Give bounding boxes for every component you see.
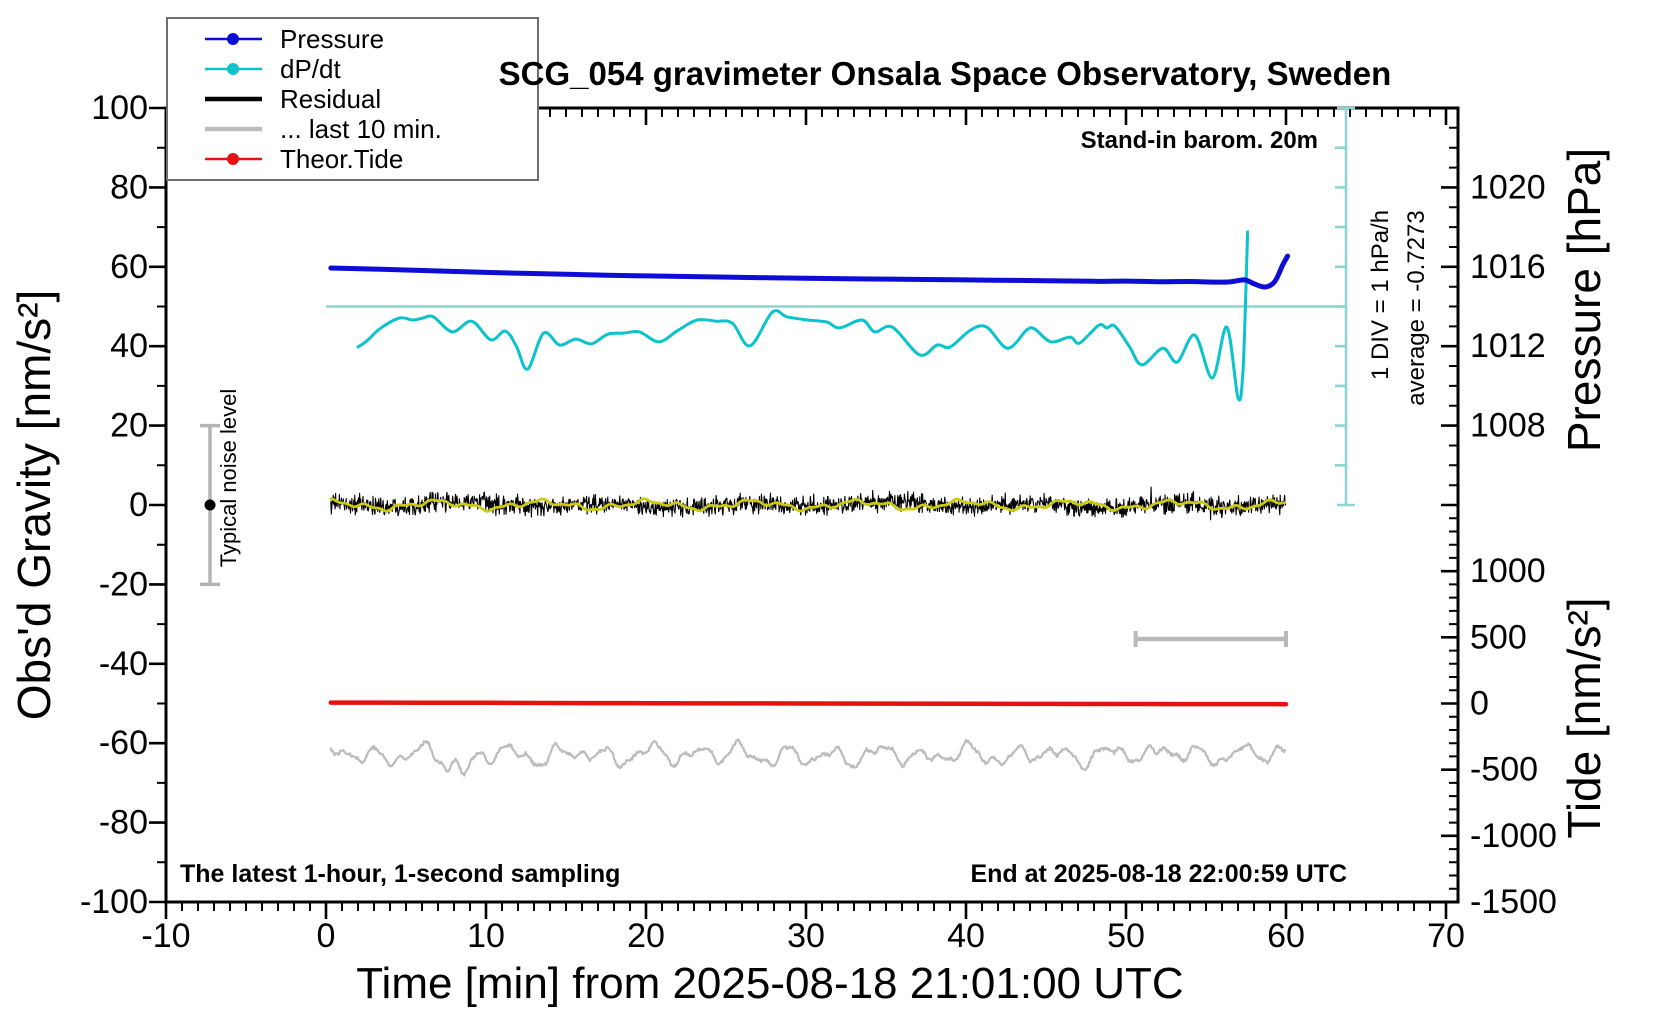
y-left-axis-title: Obs'd Gravity [nm/s²] — [8, 290, 60, 721]
legend-sample-marker-dpdt — [227, 63, 239, 75]
last10min-trace — [329, 738, 1287, 777]
legend-item-residual: Residual — [280, 84, 381, 114]
div-scale-annotation: 1 DIV = 1 hPa/h — [1367, 210, 1394, 380]
x-tick-label: 60 — [1267, 917, 1305, 955]
pressure-tick-label: 1016 — [1470, 248, 1546, 286]
average-annotation: average = -0.7273 — [1403, 210, 1430, 405]
dpdt-scale-bar-ticks — [1335, 106, 1355, 507]
legend-sample-marker-pressure — [227, 33, 239, 45]
y-left-tick-label: -60 — [99, 724, 148, 762]
y-left-tick-label: -100 — [80, 883, 148, 921]
pressure-axis-title: Pressure [hPa] — [1558, 148, 1610, 452]
last10-span-bar-caps — [1133, 631, 1288, 647]
x-tick-label: 20 — [627, 917, 665, 955]
legend-item-pressure: Pressure — [280, 24, 384, 54]
tide-tick-label: 0 — [1470, 685, 1489, 723]
legend-samples — [205, 33, 262, 165]
stand-in-barom-annotation: Stand-in barom. 20m — [1081, 127, 1318, 154]
typical-noise-level-label: Typical noise level — [216, 389, 241, 568]
pressure-trace — [328, 253, 1291, 290]
tide-tick-label: 500 — [1470, 618, 1527, 656]
x-tick-label: 50 — [1107, 917, 1145, 955]
residual-smooth-trace — [329, 497, 1286, 513]
reference-marks — [200, 106, 1355, 647]
sampling-annotation: The latest 1-hour, 1-second sampling — [180, 860, 620, 888]
pressure-tick-label: 1020 — [1470, 168, 1546, 206]
y-left-tick-label: 100 — [91, 89, 148, 127]
x-tick-label: -10 — [141, 917, 190, 955]
x-tick-label: 0 — [317, 917, 336, 955]
y-left-tick-label: -80 — [99, 804, 148, 842]
x-axis-title: Time [min] from 2025-08-18 21:01:00 UTC — [356, 959, 1183, 1008]
x-tick-label: 30 — [787, 917, 825, 955]
y-left-tick-label: 40 — [110, 327, 148, 365]
legend-sample-marker-tide — [227, 153, 239, 165]
end-time-annotation: End at 2025-08-18 22:00:59 UTC — [970, 860, 1347, 888]
y-left-tick-label: 20 — [110, 407, 148, 445]
noise-level-bar-caps — [200, 423, 220, 587]
x-tick-label: 40 — [947, 917, 985, 955]
tide-tick-label: -1000 — [1470, 817, 1557, 855]
y-left-tick-label: 80 — [110, 168, 148, 206]
residual-trace — [330, 486, 1287, 521]
chart-title: SCG_054 gravimeter Onsala Space Observat… — [499, 55, 1392, 92]
x-tick-label: 10 — [467, 917, 505, 955]
theor-tide-trace — [328, 700, 1289, 707]
y-left-tick-label: 60 — [110, 248, 148, 286]
traces — [328, 230, 1291, 777]
legend-item-last10: ... last 10 min. — [280, 114, 442, 144]
pressure-tick-label: 1012 — [1470, 327, 1546, 365]
legend: Pressure dP/dt Residual ... last 10 min.… — [166, 17, 539, 181]
tide-axis-title: Tide [nm/s²] — [1558, 597, 1610, 838]
y-left-tick-label: -20 — [99, 565, 148, 603]
y-left-tick-label: 0 — [129, 486, 148, 524]
legend-item-tide: Theor.Tide — [280, 144, 403, 174]
pressure-tick-label: 1008 — [1470, 407, 1546, 445]
legend-item-dpdt: dP/dt — [280, 54, 341, 84]
x-tick-label: 70 — [1427, 917, 1465, 955]
dpdt-trace — [356, 230, 1250, 402]
tide-tick-label: -500 — [1470, 751, 1538, 789]
axes: -10 0 10 20 30 40 50 60 70-100-80-60-40-20020406… — [80, 89, 1557, 955]
noise-level-dot — [204, 499, 216, 511]
major-ticks — [149, 106, 1458, 919]
tide-tick-label: -1500 — [1470, 883, 1557, 921]
tide-tick-label: 1000 — [1470, 552, 1546, 590]
y-left-tick-label: -40 — [99, 645, 148, 683]
